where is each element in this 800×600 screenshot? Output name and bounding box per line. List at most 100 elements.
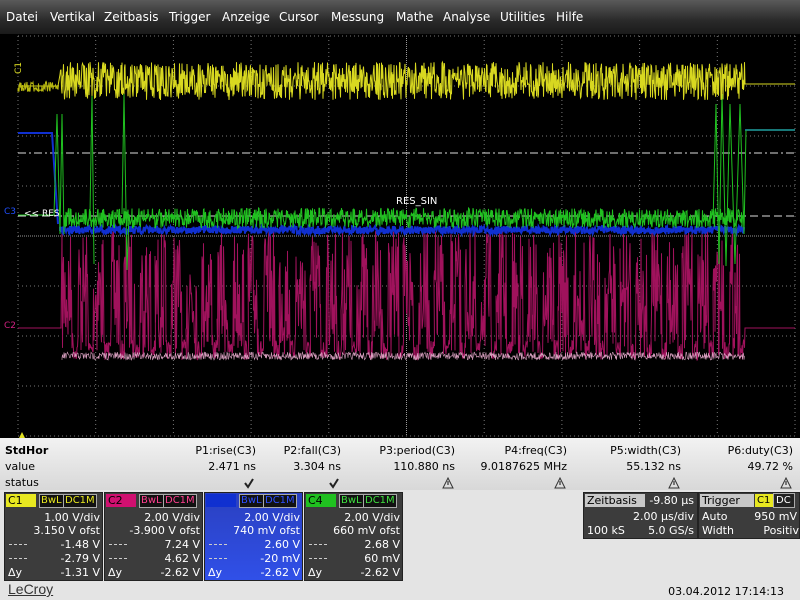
channel-box[interactable]: C3 BwL DC1M 2.00 V/div 740 mV ofst 2.60 V -20 … — [204, 492, 303, 581]
measure-value: 9.0187625 MHz — [480, 460, 567, 473]
menu-item[interactable]: Hilfe — [556, 10, 584, 24]
menu-item[interactable]: Utilities — [500, 10, 546, 24]
cursor-value: 7.24 V — [164, 538, 200, 551]
measure-name[interactable]: P2:fall(C3) — [283, 444, 341, 457]
delta-value: -2.62 V — [160, 566, 200, 579]
cursor-value: -20 mV — [260, 552, 300, 565]
cursor-icon — [309, 544, 327, 545]
status-warning-icon — [554, 477, 566, 489]
measure-name[interactable]: P4:freq(C3) — [504, 444, 567, 457]
cursor-value: 60 mV — [364, 552, 400, 565]
measure-name[interactable]: P3:period(C3) — [379, 444, 455, 457]
channel-marker: C3 — [4, 207, 16, 217]
delta-value: -2.62 V — [260, 566, 300, 579]
cursor-value: -2.79 V — [60, 552, 100, 565]
channel-label: C4 — [306, 494, 336, 507]
menu-item[interactable]: Messung — [331, 10, 385, 24]
trigger-source: C1 — [755, 494, 773, 507]
cursor-icon — [309, 558, 327, 559]
measure-value: 49.72 % — [747, 460, 793, 473]
menu-item[interactable]: Analyse — [443, 10, 491, 24]
row-label: value — [5, 460, 36, 473]
trace-annotation: RES_SIN — [396, 196, 437, 207]
trigger-level: 950 mV — [754, 510, 797, 523]
waveform-area: C1 C3 C2 RES_SIN << RES — [4, 35, 796, 438]
cursor-value: -1.48 V — [60, 538, 100, 551]
menu-item[interactable]: Datei — [6, 10, 39, 24]
delta-value: -2.62 V — [360, 566, 400, 579]
measure-value: 2.471 ns — [208, 460, 256, 473]
cursor-value: 2.60 V — [264, 538, 300, 551]
bandwidth-badge: BwL — [139, 494, 164, 508]
trigger-mode: Auto — [702, 510, 728, 523]
channel-marker: C1 — [14, 62, 24, 74]
cursor-value: 4.62 V — [164, 552, 200, 565]
volts-per-div: 2.00 V/div — [144, 511, 200, 524]
trigger-title: Trigger — [700, 494, 754, 507]
offset: 3.150 V ofst — [33, 524, 100, 537]
delta-label: Δy — [108, 566, 123, 579]
coupling-badge: DC1M — [263, 494, 297, 508]
menu-item[interactable]: Zeitbasis — [104, 10, 159, 24]
cursor-icon — [209, 544, 227, 545]
timebase-delay: -9.80 µs — [649, 494, 694, 507]
channel-box[interactable]: C2 BwL DC1M 2.00 V/div -3.900 V ofst 7.24 V 4.… — [104, 492, 203, 581]
coupling-badge: DC1M — [363, 494, 397, 508]
trigger-marker — [19, 432, 25, 438]
cursor-icon — [209, 558, 227, 559]
offset: -3.900 V ofst — [129, 524, 200, 537]
scope-display: C1 C3 C2 RES_SIN << RES — [0, 34, 800, 438]
status-ok-icon — [329, 478, 339, 489]
measure-name[interactable]: P1:rise(C3) — [195, 444, 256, 457]
status-ok-icon — [244, 478, 254, 489]
menu-item[interactable]: Vertikal — [50, 10, 96, 24]
trace-c1 — [18, 60, 795, 101]
cursor-icon — [9, 558, 27, 559]
volts-per-div: 1.00 V/div — [44, 511, 100, 524]
timebase-box[interactable]: Zeitbasis -9.80 µs 2.00 µs/div 100 kS 5.… — [583, 492, 698, 539]
measure-value: 55.132 ns — [626, 460, 681, 473]
row-label: status — [5, 476, 39, 489]
status-warning-icon — [668, 477, 680, 489]
menu-item[interactable]: Anzeige — [222, 10, 270, 24]
offset: 740 mV ofst — [233, 524, 300, 537]
cursor-icon — [9, 544, 27, 545]
timebase-title: Zeitbasis — [585, 494, 645, 507]
trigger-slope: Positiv — [763, 524, 799, 537]
channel-label: C2 — [106, 494, 136, 507]
measure-value: 3.304 ns — [293, 460, 341, 473]
volts-per-div: 2.00 V/div — [244, 511, 300, 524]
measure-name[interactable]: P5:width(C3) — [610, 444, 681, 457]
channel-box[interactable]: C1 BwL DC1M 1.00 V/div 3.150 V ofst -1.48 V -2… — [4, 492, 103, 581]
brand-logo: LeCroy — [8, 581, 54, 597]
channel-label: C3 — [206, 494, 236, 507]
trigger-coupling: DC — [773, 493, 795, 508]
menu-item[interactable]: Cursor — [279, 10, 319, 24]
bandwidth-badge: BwL — [39, 494, 64, 508]
panel-title: StdHor — [5, 444, 49, 457]
coupling-badge: DC1M — [163, 494, 197, 508]
menu-bar: Datei Vertikal Zeitbasis Trigger Anzeige Curs… — [0, 0, 800, 34]
trace-c1-base — [17, 80, 59, 93]
timebase-samples: 100 kS — [587, 524, 625, 537]
menu-item[interactable]: Mathe — [396, 10, 434, 24]
timebase-rate: 5.0 GS/s — [648, 524, 694, 537]
measurement-panel: StdHor value status P1:rise(C3) 2.471 ns P2:f… — [0, 438, 800, 490]
coupling-badge: DC1M — [63, 494, 97, 508]
trace-annotation: << RES — [24, 209, 60, 219]
status-warning-icon — [442, 477, 454, 489]
measure-name[interactable]: P6:duty(C3) — [727, 444, 793, 457]
menu-item[interactable]: Trigger — [169, 10, 211, 24]
trigger-box[interactable]: Trigger C1 DC Auto 950 mV Width Positiv — [698, 492, 800, 539]
cursor-value: 2.68 V — [364, 538, 400, 551]
trace-c2-noise — [61, 351, 745, 362]
trace-c2 — [18, 229, 795, 361]
channel-box[interactable]: C4 BwL DC1M 2.00 V/div 660 mV ofst 2.68 V 60 m… — [304, 492, 403, 581]
cursor-icon — [109, 544, 127, 545]
channel-label: C1 — [6, 494, 36, 507]
offset: 660 mV ofst — [333, 524, 400, 537]
channel-marker: C2 — [4, 321, 16, 331]
measure-value: 110.880 ns — [393, 460, 455, 473]
